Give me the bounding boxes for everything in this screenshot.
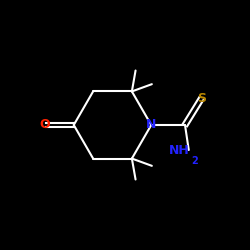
- Text: S: S: [197, 92, 206, 105]
- Text: O: O: [40, 118, 50, 132]
- Text: N: N: [146, 118, 156, 132]
- Text: NH: NH: [169, 144, 190, 156]
- Text: 2: 2: [192, 156, 198, 166]
